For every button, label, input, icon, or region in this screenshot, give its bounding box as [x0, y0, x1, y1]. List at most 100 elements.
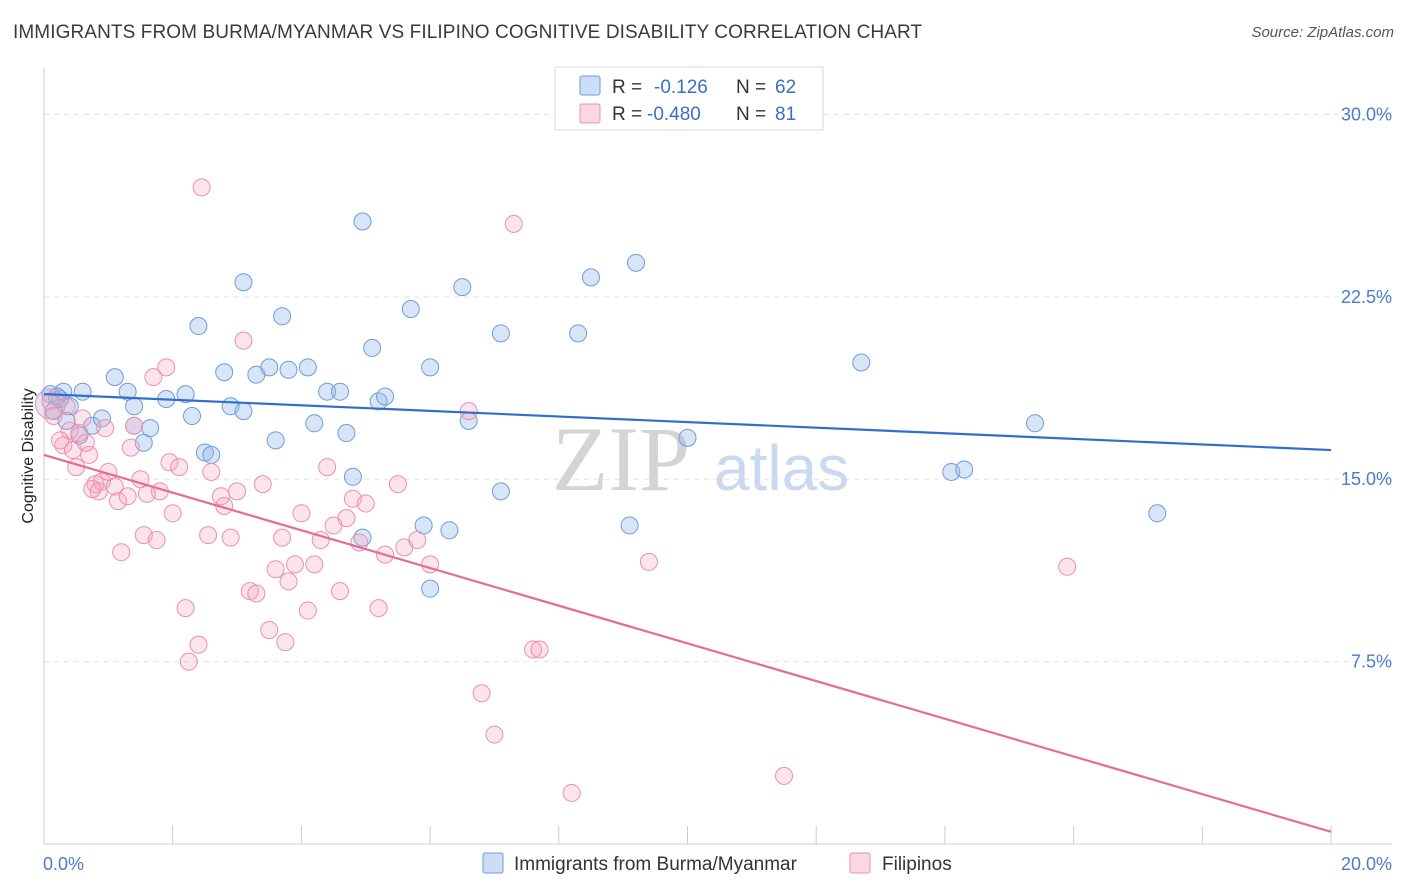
point-filipinos-15	[105, 477, 124, 496]
point-filipinos-37	[234, 331, 253, 350]
point-filipinos-52	[337, 509, 356, 528]
point-filipinos-63	[472, 684, 491, 703]
point-filipinos-32	[202, 462, 221, 481]
legend-swatch-filipinos	[579, 103, 601, 124]
stats-legend: R = -0.126 N = 62 R = -0.480 N = 81	[554, 66, 824, 131]
x-tick-labels: 0.0% 20.0%	[43, 854, 1392, 874]
point-filipinos-13	[96, 419, 115, 438]
legend-n-label-burma: N =	[736, 77, 766, 98]
point-burma-61	[125, 397, 144, 416]
point-filipinos-74	[121, 438, 140, 457]
point-filipinos-33	[211, 487, 230, 506]
point-burma-54	[678, 428, 697, 447]
trend-lines	[43, 393, 1332, 833]
point-filipinos-64	[485, 725, 504, 744]
point-burma-10	[105, 368, 124, 387]
point-filipinos-28	[176, 599, 195, 618]
point-burma-21	[215, 363, 234, 382]
point-filipinos-22	[144, 368, 163, 387]
point-burma-41	[401, 300, 420, 319]
legend-n-value-filipinos: 81	[775, 104, 796, 125]
point-filipinos-19	[125, 416, 144, 435]
series-filipinos-points	[41, 178, 1077, 802]
legend-n-value-burma: 62	[775, 77, 796, 98]
point-filipinos-60	[408, 531, 427, 550]
point-burma-59	[1148, 504, 1167, 523]
point-filipinos-71	[1058, 557, 1077, 576]
y-tick-label-1: 15.0%	[1341, 469, 1392, 489]
point-filipinos-73	[76, 433, 95, 452]
y-tick-label-3: 30.0%	[1341, 104, 1392, 124]
point-filipinos-36	[228, 482, 247, 501]
point-filipinos-26	[160, 453, 179, 472]
point-burma-57	[955, 460, 974, 479]
point-filipinos-16	[109, 492, 128, 511]
x-tick-label-min: 0.0%	[43, 854, 84, 874]
point-burma-14	[141, 419, 160, 438]
watermark-zip: ZIP	[552, 408, 690, 510]
point-filipinos-40	[260, 621, 279, 640]
point-burma-27	[266, 431, 285, 450]
point-burma-16	[176, 385, 195, 404]
point-burma-45	[440, 521, 459, 540]
point-filipinos-44	[279, 572, 298, 591]
point-burma-44	[421, 358, 440, 377]
point-filipinos-58	[388, 475, 407, 494]
point-filipinos-31	[192, 178, 211, 197]
point-filipinos-18	[118, 487, 137, 506]
point-filipinos-35	[221, 528, 240, 547]
legend-r-value-burma: -0.126	[654, 77, 708, 98]
point-burma-51	[581, 268, 600, 287]
point-filipinos-67	[530, 640, 549, 659]
point-burma-20	[189, 317, 208, 336]
point-burma-35	[343, 467, 362, 486]
point-filipinos-42	[273, 528, 292, 547]
trend-line-burma	[43, 393, 1332, 452]
point-filipinos-47	[298, 601, 317, 620]
point-burma-32	[318, 382, 337, 401]
point-burma-39	[376, 387, 395, 406]
point-filipinos-55	[356, 494, 375, 513]
legend-r-label-burma: R =	[612, 77, 642, 98]
point-burma-9	[92, 409, 111, 428]
point-burma-26	[260, 358, 279, 377]
y-tick-labels: 7.5% 15.0% 22.5% 30.0%	[1341, 104, 1392, 671]
point-burma-34	[337, 424, 356, 443]
point-filipinos-75	[170, 458, 189, 477]
point-burma-7	[73, 382, 92, 401]
point-filipinos-3	[57, 397, 76, 416]
point-burma-53	[627, 253, 646, 272]
point-filipinos-29	[179, 652, 198, 671]
chart-title: IMMIGRANTS FROM BURMA/MYANMAR VS FILIPIN…	[13, 22, 923, 43]
point-burma-17	[183, 407, 202, 426]
series-burma-points	[34, 212, 1167, 598]
point-filipinos-41	[266, 560, 285, 579]
point-filipinos-0	[41, 392, 60, 411]
point-filipinos-78	[199, 526, 218, 545]
point-filipinos-48	[305, 555, 324, 574]
point-burma-28	[279, 360, 298, 379]
y-tick-label-2: 22.5%	[1341, 287, 1392, 307]
y-axis-title: Cognitive Disability	[20, 388, 37, 523]
point-filipinos-69	[639, 552, 658, 571]
point-filipinos-72	[51, 431, 70, 450]
point-burma-23	[234, 402, 253, 421]
y-tick-label-0: 7.5%	[1351, 652, 1392, 672]
grid-lines	[44, 113, 1392, 663]
point-burma-55	[852, 353, 871, 372]
point-filipinos-65	[504, 214, 523, 233]
point-filipinos-43	[276, 633, 295, 652]
point-filipinos-79	[318, 458, 337, 477]
point-burma-24	[234, 273, 253, 292]
trend-line-filipinos	[43, 453, 1332, 833]
point-filipinos-1	[44, 407, 63, 426]
point-burma-19	[202, 445, 221, 464]
point-filipinos-70	[775, 766, 794, 785]
point-filipinos-7	[70, 424, 89, 443]
point-filipinos-17	[112, 543, 131, 562]
point-filipinos-39	[247, 584, 266, 603]
point-filipinos-30	[189, 635, 208, 654]
point-cluster-origin	[34, 388, 66, 420]
series-legend-label-burma: Immigrants from Burma/Myanmar	[514, 854, 798, 875]
